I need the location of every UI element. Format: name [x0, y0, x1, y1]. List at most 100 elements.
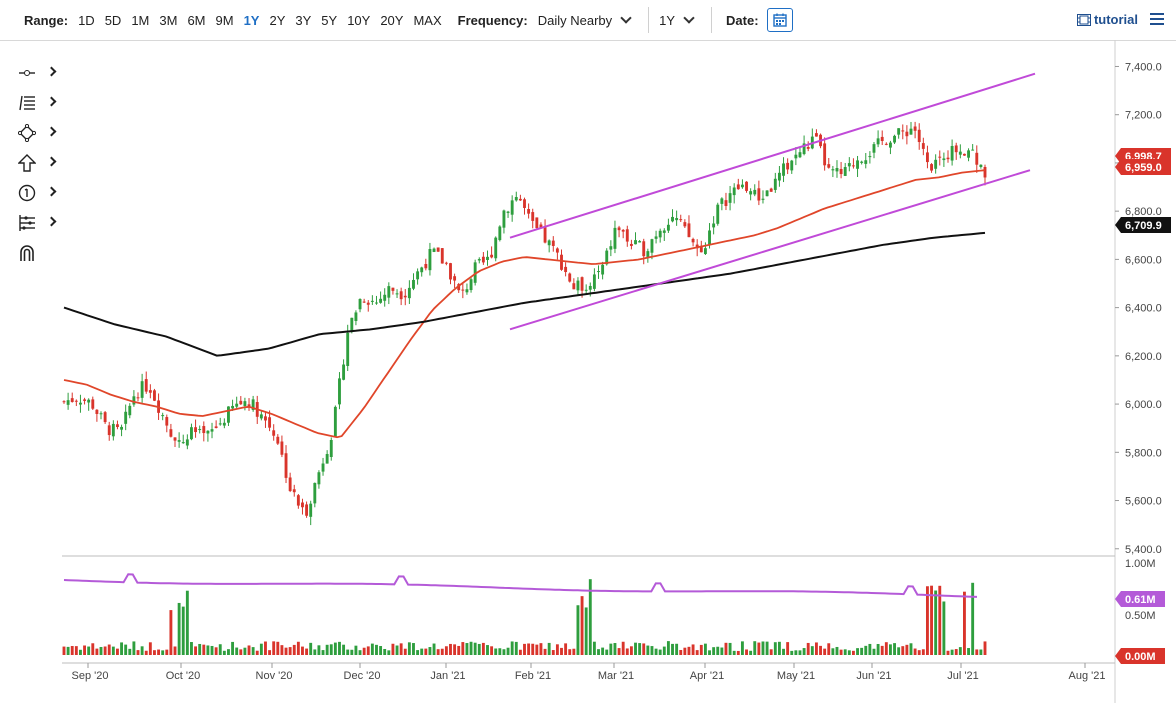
volume-bar: [625, 648, 629, 655]
volume-bar: [753, 641, 757, 655]
range-5d-button[interactable]: 5D: [104, 12, 122, 28]
range-1m-button[interactable]: 1M: [131, 12, 150, 28]
candle-body: [153, 390, 156, 401]
date-label: Date:: [726, 12, 759, 28]
volume-bar: [510, 641, 514, 655]
candle-body: [572, 283, 576, 290]
candle-body: [181, 442, 185, 444]
volume-bar: [683, 647, 687, 655]
candle-body: [950, 145, 954, 161]
candle-body: [206, 430, 210, 434]
volume-bar: [403, 648, 407, 655]
candle-body: [983, 166, 987, 178]
candle-body: [720, 198, 724, 204]
candle-body: [806, 147, 810, 149]
line-tool[interactable]: [18, 58, 58, 88]
volume-bar: [777, 641, 781, 655]
calendar-button[interactable]: [766, 8, 793, 32]
volume-bar: [597, 649, 600, 655]
range-9m-button[interactable]: 9M: [215, 12, 234, 28]
volume-bar: [136, 650, 140, 655]
range-max-button[interactable]: MAX: [413, 12, 442, 28]
arrow-up-tool-icon: [18, 154, 36, 172]
volume-bar: [153, 650, 156, 655]
price-tick-label: 6,400.0: [1125, 303, 1162, 315]
volume-bar: [235, 647, 239, 655]
volume-bar: [761, 641, 765, 655]
range-6m-button[interactable]: 6M: [187, 12, 206, 28]
volume-bar: [695, 650, 699, 655]
volume-bar: [301, 646, 304, 655]
period-value: 1Y: [659, 12, 676, 28]
volume-bar: [687, 646, 691, 655]
candle-body: [231, 405, 235, 409]
volume-bar: [720, 647, 724, 655]
volume-bar: [703, 643, 707, 655]
range-3y-button[interactable]: 3Y: [295, 12, 312, 28]
candle-body: [268, 417, 272, 428]
candle-body: [934, 159, 938, 169]
candle-body: [782, 163, 785, 176]
price-chart[interactable]: 7,400.07,200.07,000.06,800.06,600.06,400…: [0, 40, 1176, 703]
volume-bar: [247, 645, 251, 655]
range-3m-button[interactable]: 3M: [159, 12, 178, 28]
volume-bar: [868, 643, 872, 655]
range-1y-button[interactable]: 1Y: [243, 12, 260, 28]
candle-body: [518, 198, 522, 201]
candle-body: [592, 274, 596, 289]
candle-body: [399, 291, 403, 300]
volume-bar: [745, 649, 748, 655]
volume-bar: [905, 644, 909, 655]
candle-body: [440, 248, 444, 264]
volume-bar: [588, 579, 592, 655]
candle-body: [638, 241, 642, 243]
volume-bar: [338, 641, 341, 655]
period-dropdown[interactable]: 1Y: [659, 12, 701, 28]
candle-body: [354, 312, 358, 322]
candle-body: [317, 472, 321, 485]
frequency-dropdown[interactable]: Daily Nearby: [538, 12, 638, 28]
magnet-tool[interactable]: [18, 238, 58, 268]
candle-body: [247, 404, 251, 408]
volume-bar: [847, 650, 851, 655]
volume-bar: [963, 591, 966, 655]
candle-body: [329, 439, 333, 458]
candle-body: [276, 436, 280, 444]
volume-bar: [387, 650, 391, 655]
candle-body: [124, 411, 128, 424]
volume-bar: [864, 645, 868, 655]
range-20y-button[interactable]: 20Y: [380, 12, 404, 28]
line-tool-icon: [19, 70, 35, 76]
volume-bar: [539, 643, 543, 655]
range-2y-button[interactable]: 2Y: [269, 12, 286, 28]
menu-icon[interactable]: [1150, 13, 1164, 25]
volume-bar: [671, 643, 674, 655]
candle-body: [535, 217, 539, 229]
tutorial-link[interactable]: tutorial: [1076, 12, 1138, 27]
range-1d-button[interactable]: 1D: [78, 12, 95, 28]
candle-body: [243, 401, 247, 407]
candle-body: [609, 246, 613, 250]
volume-bar: [958, 647, 962, 655]
candle-body: [642, 241, 646, 257]
candle-body: [412, 279, 415, 289]
candle-body: [169, 429, 173, 437]
range-5y-button[interactable]: 5Y: [321, 12, 338, 28]
fib-tool[interactable]: [18, 88, 58, 118]
volume-bar: [161, 650, 165, 655]
volume-bar: [913, 648, 917, 655]
measure-tool[interactable]: [18, 208, 58, 238]
chart-axes: 7,400.07,200.07,000.06,800.06,600.06,400…: [72, 61, 1171, 682]
volume-bar: [325, 644, 329, 655]
range-10y-button[interactable]: 10Y: [347, 12, 371, 28]
volume-bar: [185, 590, 189, 655]
candle-body: [662, 230, 666, 233]
volume-bar: [810, 646, 814, 655]
arrow-tool[interactable]: [18, 148, 58, 178]
candle-body: [428, 249, 432, 271]
candle-body: [362, 301, 366, 303]
candle-body: [699, 245, 703, 253]
time-tick-label: Nov '20: [256, 670, 293, 682]
annotation-tool[interactable]: [18, 178, 58, 208]
shape-tool[interactable]: [18, 118, 58, 148]
